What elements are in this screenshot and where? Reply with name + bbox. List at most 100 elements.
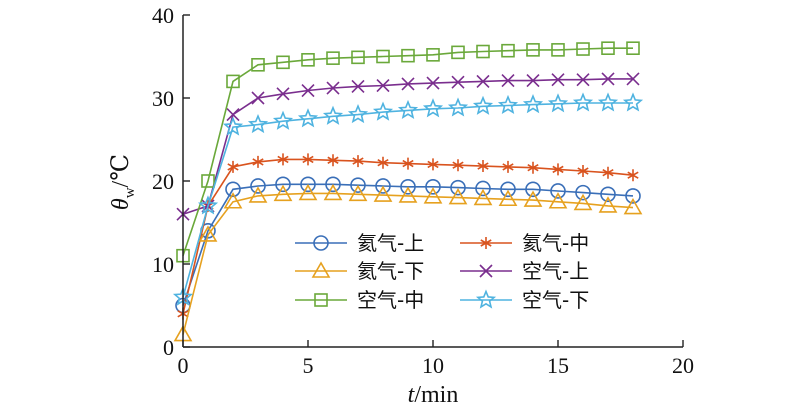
data-point [272,110,294,130]
data-point [198,225,218,242]
data-point [323,183,343,201]
axis-labels: t/min θw/℃ [108,154,458,408]
data-point [327,154,339,167]
series-5 [176,41,640,263]
y-tick-label: 30 [152,86,174,111]
data-point [522,94,544,114]
data-point [552,163,564,176]
data-point [301,83,315,98]
data-point [426,48,440,62]
legend-item: 空气-下 [460,288,589,312]
x-axis-label-symbol: t [408,382,416,408]
data-point [352,155,364,168]
data-point [297,108,319,128]
data-point [525,181,541,198]
legend-label: 空气-上 [522,259,589,283]
data-point [300,176,316,193]
legend-item: 氦气-中 [460,231,589,255]
y-tick-label: 40 [152,3,174,28]
data-point [298,183,318,201]
data-point [451,75,465,89]
data-point [225,181,241,198]
data-point [551,73,565,87]
data-point [622,92,644,112]
data-point [223,192,243,209]
data-point [526,43,540,57]
data-point [476,44,490,59]
y-tick-label: 20 [152,169,174,194]
legend-marker [314,293,328,307]
data-point [500,181,516,198]
data-point [226,108,240,122]
data-point [547,93,569,113]
data-point [227,160,239,173]
data-point [576,42,590,56]
data-point [548,192,568,209]
data-point [401,48,415,63]
data-point [601,41,615,56]
legend-label: 空气-中 [357,288,424,312]
data-point [472,95,494,115]
data-point [276,55,290,70]
data-point [427,158,439,171]
data-point [276,87,290,101]
data-point [577,165,589,178]
data-point [375,178,391,194]
data-point [526,74,540,88]
legend: 氦气-上 氦气-中氦气-下 空气-上空气-中 空气-下 [295,231,589,312]
x-tick-label: 10 [422,353,444,378]
legend-item: 氦气-上 [295,231,424,255]
series-4 [176,72,640,221]
data-point [602,166,614,179]
data-point [226,74,240,89]
data-point [575,184,591,201]
data-point [523,190,543,207]
data-point [201,174,215,188]
legend-marker [480,237,492,249]
legend-item: 氦气-下 [295,259,424,283]
data-point [476,74,490,88]
legend-label: 空气-下 [522,288,589,312]
x-tick-label: 15 [547,353,569,378]
data-point [422,98,444,118]
legend-marker [479,264,493,278]
x-axis-label: t/min [408,382,459,408]
data-point [347,103,369,124]
data-point [322,105,344,125]
data-point [301,53,315,67]
series-line [182,47,633,256]
data-point [398,186,418,203]
data-point [377,156,389,169]
data-point [348,184,368,202]
legend-item: 空气-上 [460,259,589,283]
data-point [527,161,539,174]
data-point [598,196,618,213]
data-point [572,92,594,112]
data-point [623,197,643,215]
data-point [402,157,414,170]
data-point [373,185,393,202]
plot-marks [172,41,644,342]
data-point [248,186,268,203]
data-point [550,183,566,199]
data-point [498,189,518,207]
data-point [372,101,394,121]
data-point [247,113,269,134]
data-point [351,79,365,93]
y-axis-label: θw/℃ [108,154,138,210]
y-axis-label-unit: /℃ [108,154,134,188]
data-point [576,73,590,87]
legend-label: 氦气-下 [357,259,424,283]
data-point [275,176,291,193]
series-line [182,192,634,335]
data-point [625,188,641,204]
y-axis-label-subscript: w [122,187,138,198]
data-point [401,77,415,91]
x-tick-label: 5 [303,353,314,378]
x-tick-label: 20 [672,353,694,378]
data-point [326,81,340,95]
data-point [251,91,265,105]
data-point [251,57,265,72]
axes: 0 5 10 15 20 0 10 20 30 40 [152,3,694,378]
